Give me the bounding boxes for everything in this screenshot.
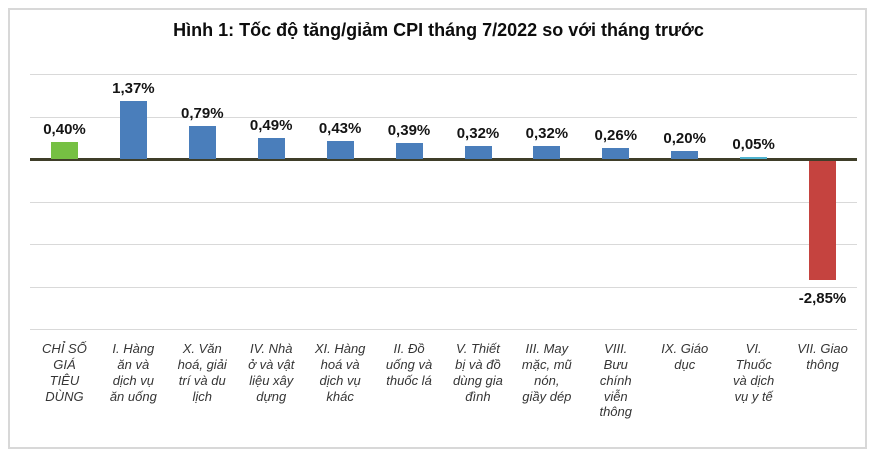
value-label: 0,20%	[663, 129, 706, 147]
plot-area: 0,40% 1,37% 0,79% 0,49% 0,43% 0,39% 0,32% 0,32%…	[30, 68, 857, 330]
bar	[464, 145, 492, 160]
chart-title: Hình 1: Tốc độ tăng/giảm CPI tháng 7/202…	[173, 20, 704, 40]
category-label: VIII. Bưu chính viễn thông	[599, 341, 633, 420]
bar	[51, 142, 78, 160]
bar	[188, 125, 216, 160]
category-label: CHỈ SỐ GIÁ TIÊU DÙNG	[42, 341, 87, 404]
value-label: 1,37%	[112, 80, 155, 98]
category-label: VI. Thuốc và dịch vụ y tế	[733, 341, 775, 404]
gridline	[30, 116, 857, 118]
value-label: 0,05%	[732, 136, 775, 154]
value-label: 0,43%	[318, 120, 362, 137]
bar	[602, 148, 630, 160]
category-label: II. Đồ uống và thuốc lá	[385, 341, 433, 388]
value-label: 0,32%	[456, 124, 500, 142]
category-label: V. Thiết bị và đồ dùng gia đình	[453, 341, 503, 404]
value-label: 0,49%	[249, 117, 293, 135]
x-axis-line	[30, 158, 857, 162]
value-label: -2,85%	[798, 290, 847, 308]
bar	[395, 142, 423, 160]
category-label: XI. Hàng hoá và dịch vụ khác	[314, 341, 366, 404]
figure-border	[8, 8, 867, 449]
value-label: 0,40%	[43, 121, 86, 139]
bar	[119, 101, 147, 160]
gridline	[30, 286, 857, 288]
value-label: 0,32%	[525, 124, 569, 142]
bar	[533, 145, 561, 160]
gridline	[30, 201, 857, 203]
value-label: 0,79%	[181, 104, 224, 122]
category-axis: CHỈ SỐ GIÁ TIÊU DÙNG I. Hàng ăn và dịch v…	[30, 341, 857, 446]
gridline	[30, 244, 857, 246]
gridline	[30, 74, 857, 76]
category-label: IV. Nhà ở và vật liệu xây dựng	[248, 341, 295, 404]
category-label: VII. Giao thông	[797, 341, 848, 372]
bar	[257, 138, 285, 160]
category-label: X. Văn hoá, giải trí và du lịch	[177, 341, 227, 404]
gridline	[30, 329, 857, 330]
value-label: 0,26%	[594, 127, 638, 145]
category-label: IX. Giáo dục	[661, 341, 709, 372]
category-label: III. May mặc, mũ nón, giầy dép	[521, 341, 572, 404]
bar	[740, 157, 768, 160]
category-label: I. Hàng ăn và dịch vụ ăn uống	[109, 341, 157, 404]
bar	[809, 161, 836, 281]
bar	[671, 150, 699, 160]
value-label: 0,39%	[387, 121, 431, 139]
bar	[326, 141, 354, 160]
